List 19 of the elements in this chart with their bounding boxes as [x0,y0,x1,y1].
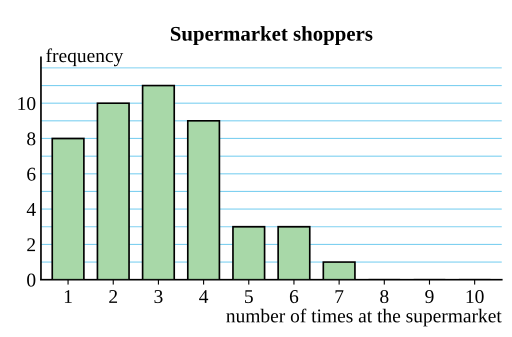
chart-title: Supermarket shoppers [170,26,372,46]
y-tick-label: 4 [26,203,36,216]
x-axis-title: number of times at the supermarket [226,308,502,326]
x-tick-label: 4 [199,290,208,303]
y-tick-label: 0 [27,274,36,287]
y-tick-label: 10 [18,97,36,110]
y-axis-title: frequency [46,48,124,66]
y-tick-label: 8 [27,132,36,146]
y-tick-label: 2 [27,238,36,252]
x-tick-label: 9 [425,290,434,304]
x-tick-label: 1 [64,290,72,303]
x-tick-label: 8 [380,290,388,304]
y-tick-label: 6 [27,168,36,181]
x-tick-label: 3 [154,290,163,304]
x-tick-label: 10 [466,290,484,304]
x-tick-label: 5 [245,290,253,304]
x-tick-label: 6 [290,290,298,304]
x-tick-label: 7 [336,290,344,303]
x-tick-label: 2 [109,290,118,303]
